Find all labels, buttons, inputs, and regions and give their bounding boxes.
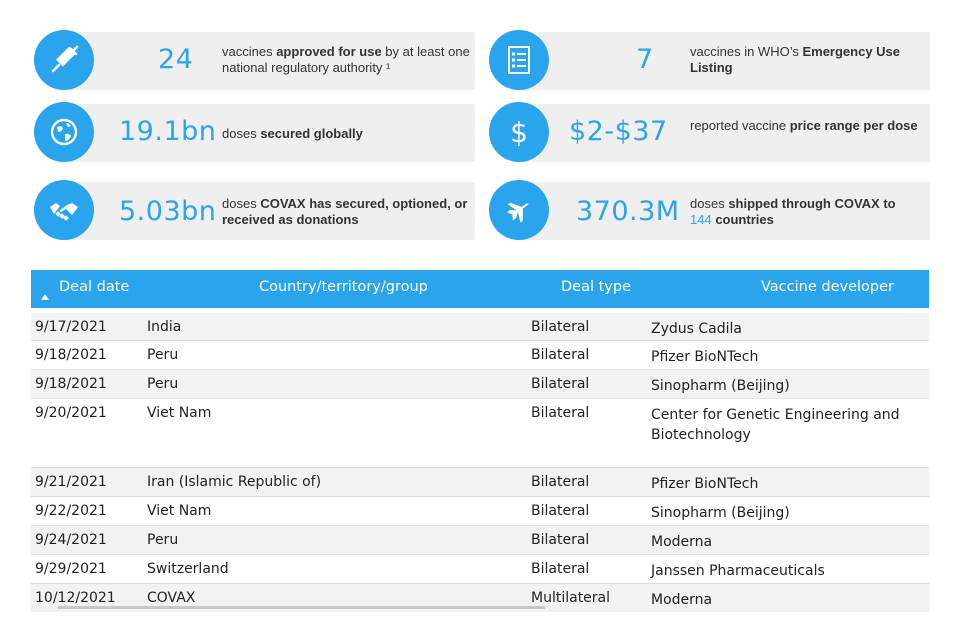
cell-date: 9/18/2021 [35,347,107,363]
cell-deal-type: Bilateral [531,376,590,392]
stat-desc-secured: doses secured globally [222,126,363,141]
stat-value-approved: 24 [158,44,194,75]
cell-deal-type: Bilateral [531,319,590,335]
stat-desc-eul: vaccines in WHO’s Emergency Use Listing [690,44,901,75]
cell-developer: Pfizer BioNTech [651,476,759,492]
stat-value-price: $2-$37 [569,116,668,147]
cell-deal-type: Bilateral [531,405,590,421]
cell-country: Viet Nam [147,503,212,519]
header-deal-date[interactable]: Deal date [59,279,130,295]
cell-developer: Pfizer BioNTech [651,349,759,365]
cell-country: Viet Nam [147,405,212,421]
cell-country: Iran (Islamic Republic of) [147,474,322,490]
stat-card-approved [60,32,475,90]
sort-ascending-icon[interactable] [41,294,49,300]
cell-deal-type: Bilateral [531,347,590,363]
stat-value-eul: 7 [636,44,654,75]
cell-country: Switzerland [147,561,229,577]
table-header: Deal date Country/territory/group Deal t… [31,270,929,308]
stat-card-secured [60,104,475,162]
cell-deal-type: Bilateral [531,532,590,548]
stat-card-price [517,104,930,162]
svg-text:$: $ [510,116,528,149]
cell-deal-type: Bilateral [531,474,590,490]
cell-date: 9/20/2021 [35,405,107,421]
cell-date: 9/17/2021 [35,319,107,335]
cell-date: 9/29/2021 [35,561,107,577]
header-country[interactable]: Country/territory/group [259,279,428,295]
table-row[interactable]: 9/18/2021 Peru Bilateral Sinopharm (Beij… [31,370,929,399]
cell-date: 10/12/2021 [35,590,116,606]
cell-country: Peru [147,376,179,392]
stat-value-covax-secured: 5.03bn [119,196,217,227]
table-row[interactable]: 9/24/2021 Peru Bilateral Moderna [31,526,929,555]
table-row[interactable]: 9/21/2021 Iran (Islamic Republic of) Bil… [31,468,929,497]
cell-date: 9/21/2021 [35,474,107,490]
cell-developer: Sinopharm (Beijing) [651,505,790,521]
horizontal-scrollbar[interactable] [58,606,545,609]
cell-developer: Moderna [651,592,713,608]
header-deal-type[interactable]: Deal type [561,279,632,295]
table-row[interactable]: 9/22/2021 Viet Nam Bilateral Sinopharm (… [31,497,929,526]
stat-desc-price: reported vaccine price range per dose [690,118,918,133]
cell-date: 9/22/2021 [35,503,107,519]
airplane-icon [489,180,549,240]
dollar-icon: $ [489,102,549,162]
cell-developer: Zydus Cadila [651,321,742,337]
cell-developer: Janssen Pharmaceuticals [651,563,825,579]
table-row[interactable]: 9/20/2021 Viet Nam Bilateral Center for … [31,399,929,468]
cell-date: 9/24/2021 [35,532,107,548]
stat-card-covax-secured [60,182,475,240]
stat-card-shipped [517,182,930,240]
cell-date: 9/18/2021 [35,376,107,392]
deals-table: Deal date Country/territory/group Deal t… [31,270,929,612]
stat-value-secured: 19.1bn [119,116,217,147]
table-row[interactable]: 9/18/2021 Peru Bilateral Pfizer BioNTech [31,341,929,370]
handshake-icon [34,180,94,240]
stat-desc-shipped: doses shipped through COVAX to 144 count… [690,196,896,227]
cell-deal-type: Bilateral [531,503,590,519]
table-row[interactable]: 9/29/2021 Switzerland Bilateral Janssen … [31,555,929,584]
table-row[interactable]: 9/17/2021 India Bilateral Zydus Cadila [31,313,929,341]
stat-card-eul [517,32,930,90]
cell-country: Peru [147,532,179,548]
cell-deal-type: Bilateral [531,561,590,577]
cell-country: COVAX [147,590,196,606]
stat-desc-covax-secured: doses COVAX has secured, optioned, or re… [222,196,468,227]
checklist-icon [489,30,549,90]
cell-developer: Moderna [651,534,713,550]
cell-developer: Sinopharm (Beijing) [651,378,790,394]
header-vaccine-developer[interactable]: Vaccine developer [761,279,894,295]
globe-icon [34,102,94,162]
stat-value-shipped: 370.3M [576,196,680,227]
cell-country: Peru [147,347,179,363]
stat-desc-approved: vaccines approved for use by at least on… [222,44,470,75]
cell-country: India [147,319,182,335]
cell-developer: Center for Genetic Engineering and Biote… [651,407,900,443]
syringe-icon [34,30,94,90]
cell-deal-type: Multilateral [531,590,611,606]
